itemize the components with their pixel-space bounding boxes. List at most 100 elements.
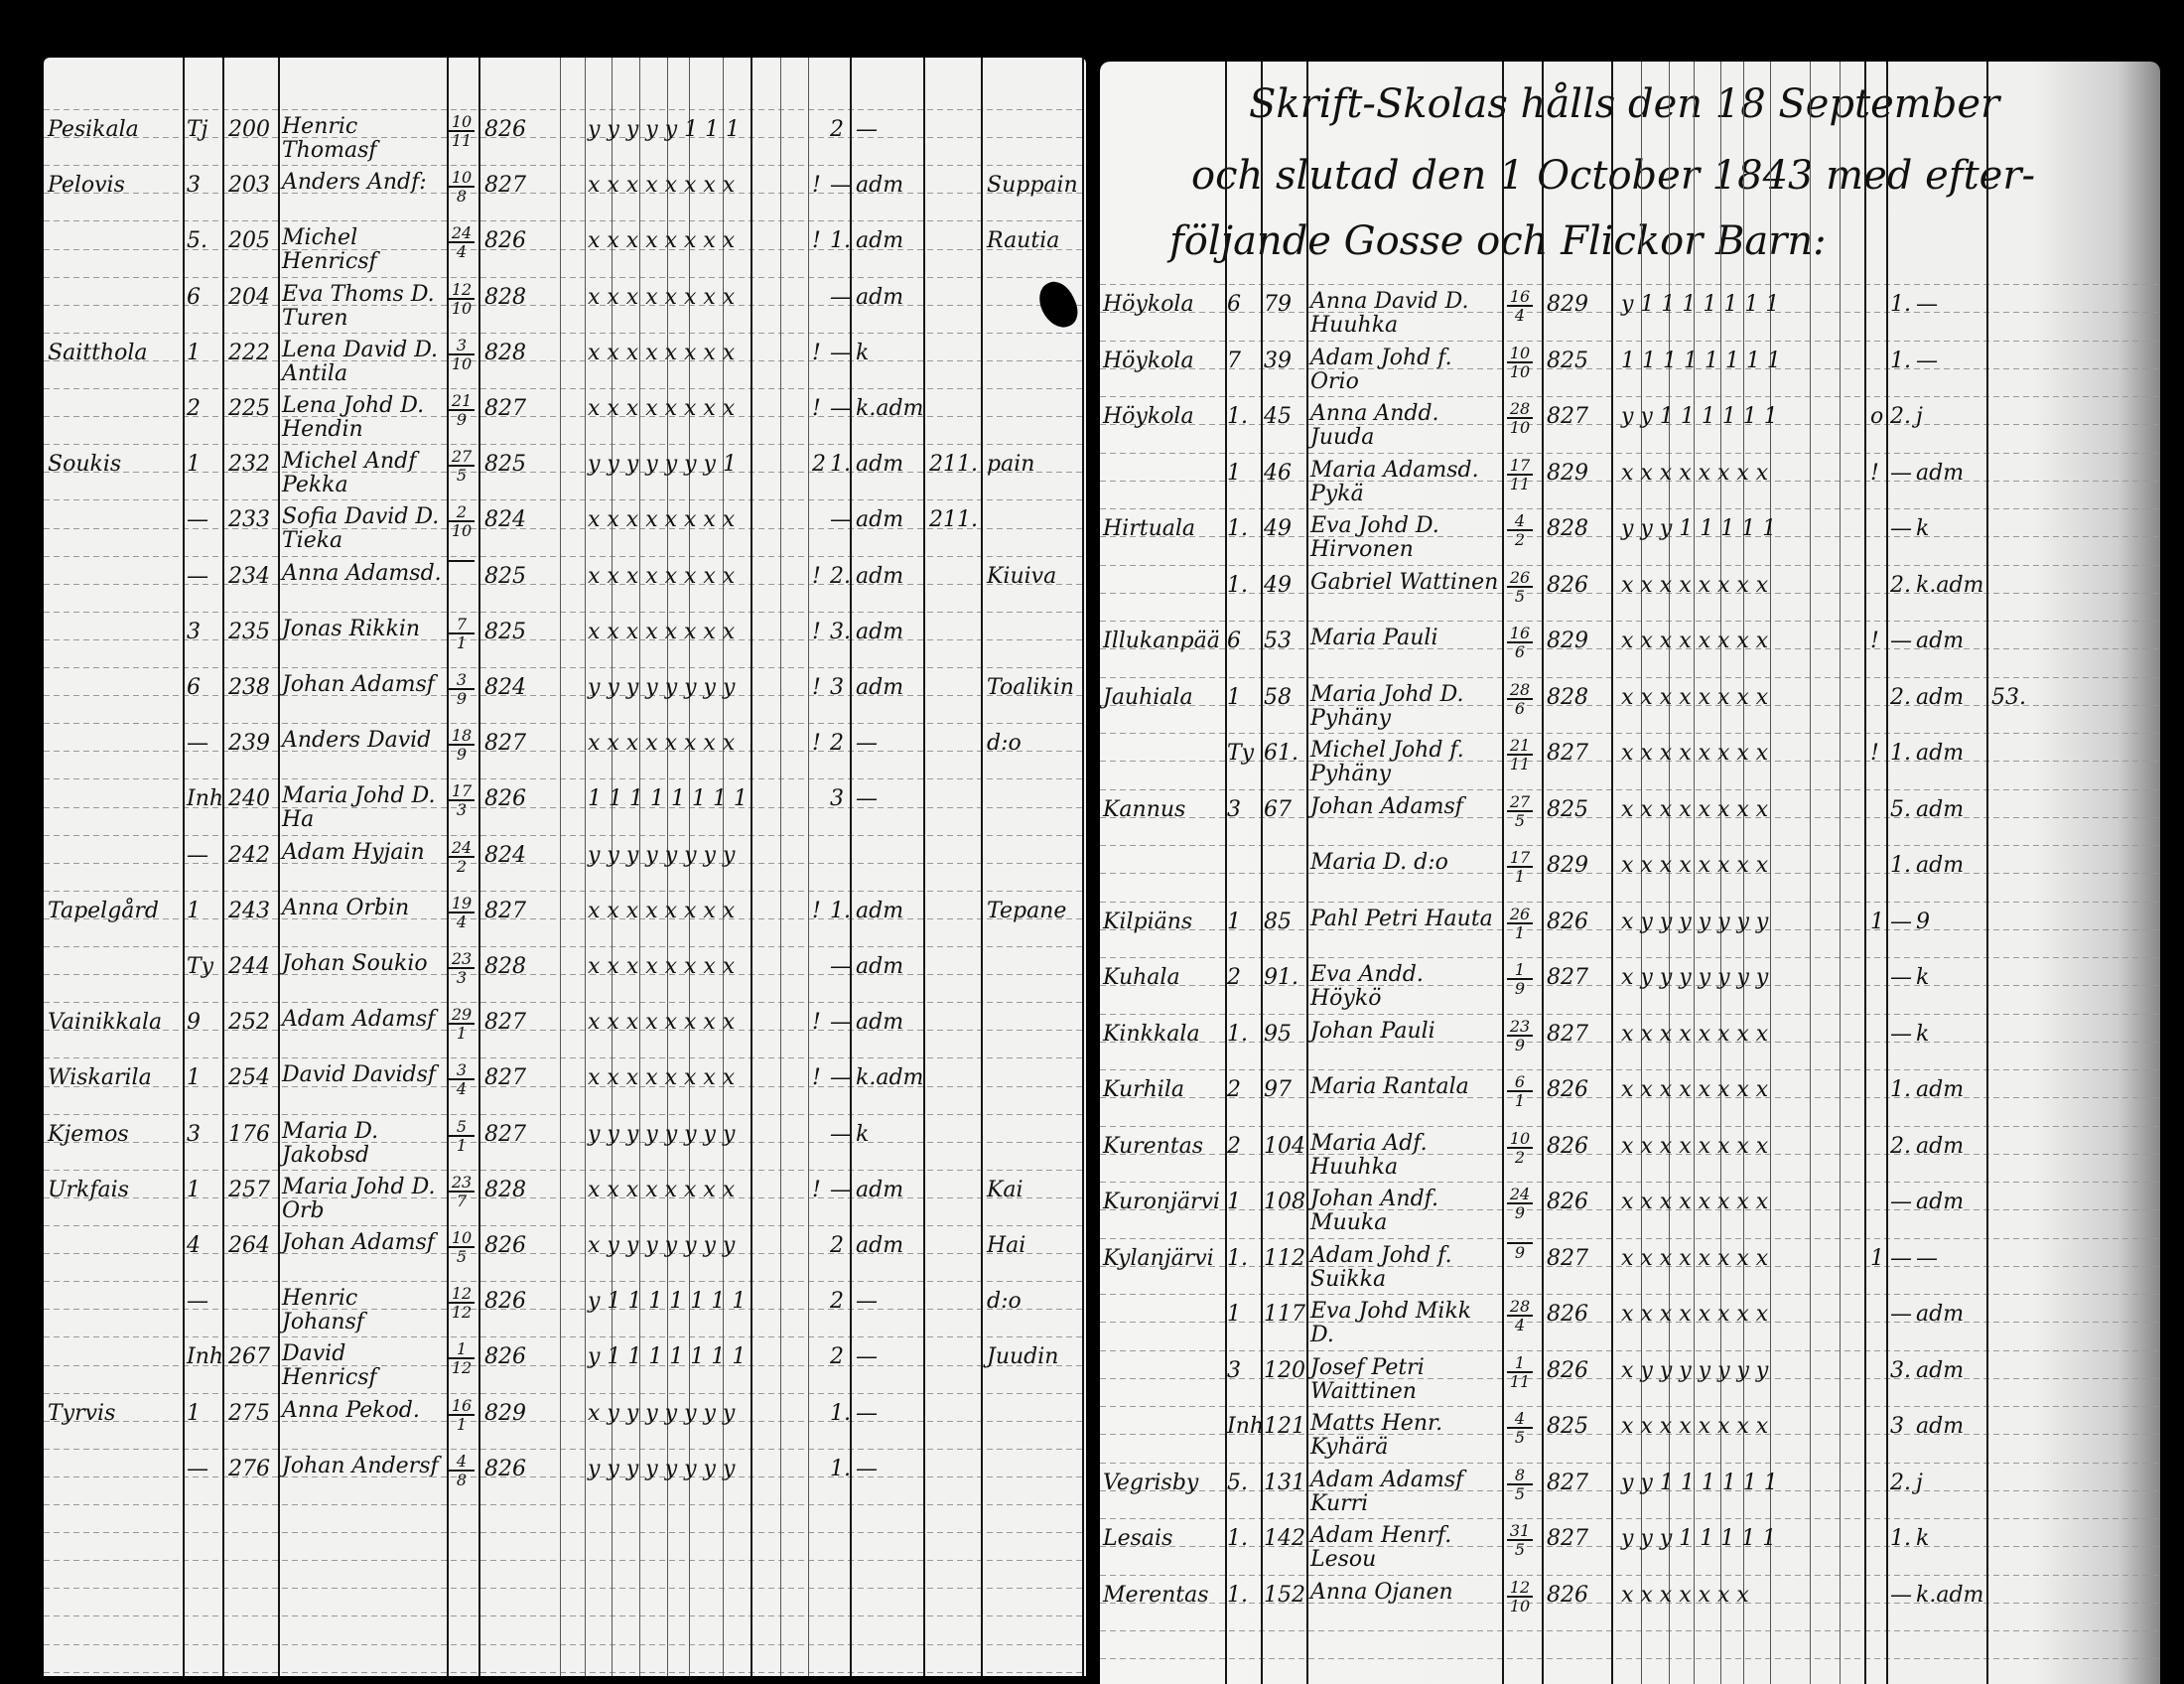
status: adm xyxy=(856,898,904,923)
village-name: Tapelgård xyxy=(48,898,160,923)
column-rule xyxy=(723,58,724,1676)
birth-month: 11 xyxy=(1509,755,1531,773)
ruled-line xyxy=(1100,816,2160,818)
village-name: Lesais xyxy=(1103,1526,1173,1551)
farm-number: 1. xyxy=(1227,516,1248,541)
birth-day: 27 xyxy=(1507,793,1533,812)
birth-date: 24 2 xyxy=(449,839,475,875)
pupil-name: Maria Johd D. Ha xyxy=(282,783,436,833)
assessment-marks: x x x x x x x x xyxy=(1621,853,1769,878)
birth-day: 2 xyxy=(449,503,475,523)
farm-number: 1 xyxy=(187,1177,201,1202)
note: pain xyxy=(987,452,1035,478)
birth-year: 827 xyxy=(484,898,526,923)
register-number: 49 xyxy=(1264,572,1292,598)
note: Kai xyxy=(987,1177,1024,1202)
birth-month: 2 xyxy=(1514,530,1526,549)
assessment-marks: x x x x x x x x xyxy=(588,173,736,199)
pupil-name: Lena Johd D. Hendin xyxy=(282,393,425,442)
village-name: Kuhala xyxy=(1103,965,1180,990)
register-number: 142 xyxy=(1264,1526,1305,1551)
birth-month: 4 xyxy=(1514,1316,1526,1334)
ruled-line xyxy=(1100,340,2160,342)
pupil-name: Anna David D. Huuhka xyxy=(1310,289,1469,338)
assessment-marks: x x x x x x x x xyxy=(1621,796,1769,822)
status: adm xyxy=(856,228,904,254)
register-number: 39 xyxy=(1264,348,1292,373)
ruled-line xyxy=(1100,424,2160,426)
grade: 2. xyxy=(1890,1470,1911,1495)
birth-date: 16 4 xyxy=(1507,288,1533,324)
ruled-line xyxy=(44,1504,1086,1505)
ruled-line xyxy=(44,611,1086,613)
assessment-marks: x x x x x x x x xyxy=(588,340,736,365)
assessment-marks: x x x x x x x x xyxy=(588,954,736,979)
grade: — xyxy=(1890,1190,1912,1214)
grade: — xyxy=(830,954,852,979)
register-number: 254 xyxy=(228,1065,270,1091)
farm-number: 2 xyxy=(1227,1133,1241,1159)
birth-year: 825 xyxy=(1547,348,1588,373)
birth-date: 27 5 xyxy=(1507,793,1533,829)
pupil-name: Michel Johd f. Pyhäny xyxy=(1310,738,1464,786)
grade: 2 xyxy=(830,1289,844,1315)
status: — xyxy=(856,117,878,142)
ruled-line xyxy=(1100,901,2160,903)
village-name: Kuronjärvi xyxy=(1103,1190,1220,1214)
pupil-name: Anders Andf: xyxy=(282,170,427,196)
status: — xyxy=(1916,1245,1938,1271)
status: adm xyxy=(856,452,904,478)
birth-year: 826 xyxy=(1547,1190,1588,1214)
grade: 3. xyxy=(830,619,851,644)
grade: 2. xyxy=(1890,1133,1911,1159)
birth-month: 10 xyxy=(451,298,473,318)
remark-mark: ! xyxy=(812,619,821,644)
note: Juudin xyxy=(987,1344,1059,1370)
status: adm xyxy=(856,284,904,310)
assessment-marks: x x x x x x x x xyxy=(1621,1302,1769,1327)
birth-year: 826 xyxy=(484,1456,526,1481)
birth-year: 828 xyxy=(484,954,526,979)
ruled-line xyxy=(44,527,1086,529)
ruled-line xyxy=(44,220,1086,222)
pupil-name: Pahl Petri Hauta xyxy=(1310,906,1493,931)
assessment-marks: x x x x x x x x xyxy=(1621,741,1769,766)
assessment-marks: x x x x x x x x xyxy=(588,284,736,310)
column-rule xyxy=(639,58,640,1676)
birth-year: 829 xyxy=(1547,853,1588,878)
birth-year: 826 xyxy=(484,117,526,142)
birth-year: 824 xyxy=(484,842,526,868)
birth-date: 28 6 xyxy=(1507,681,1533,717)
ruled-line xyxy=(44,359,1086,361)
birth-year: 825 xyxy=(484,563,526,589)
birth-year: 827 xyxy=(1547,1470,1588,1495)
ruled-line xyxy=(1100,1462,2160,1464)
birth-month: 6 xyxy=(1514,642,1526,661)
farm-number: 6 xyxy=(1227,629,1241,653)
ruled-line xyxy=(1100,957,2160,958)
register-number: 275 xyxy=(228,1400,270,1426)
birth-month: 11 xyxy=(1509,1371,1531,1391)
birth-day: 3 xyxy=(449,337,475,355)
grade: 2 xyxy=(830,731,844,757)
farm-number: Ty xyxy=(1227,741,1255,766)
birth-month: 1 xyxy=(1514,1091,1526,1110)
birth-date: 31 5 xyxy=(1507,1522,1533,1558)
remark-mark: 2 xyxy=(812,452,826,478)
ruled-line xyxy=(44,917,1086,919)
register-number: 252 xyxy=(228,1010,270,1036)
birth-day: 17 xyxy=(1507,849,1533,868)
assessment-marks: x x x x x x x x xyxy=(1621,1077,1769,1102)
right-register-page: Skrift-Skolas hålls den 18 September och… xyxy=(1100,62,2160,1684)
ruled-line xyxy=(1100,508,2160,509)
birth-day: 23 xyxy=(1507,1018,1533,1037)
status: k xyxy=(856,340,870,365)
village-name: Höykola xyxy=(1103,404,1194,429)
column-rule xyxy=(1225,62,1227,1684)
pupil-name: Adam Johd f. Orio xyxy=(1310,345,1452,394)
farm-number: 9 xyxy=(187,1010,201,1036)
status: adm xyxy=(856,1233,904,1258)
remark-mark: ! xyxy=(812,1065,821,1091)
ruled-line xyxy=(1100,1349,2160,1351)
